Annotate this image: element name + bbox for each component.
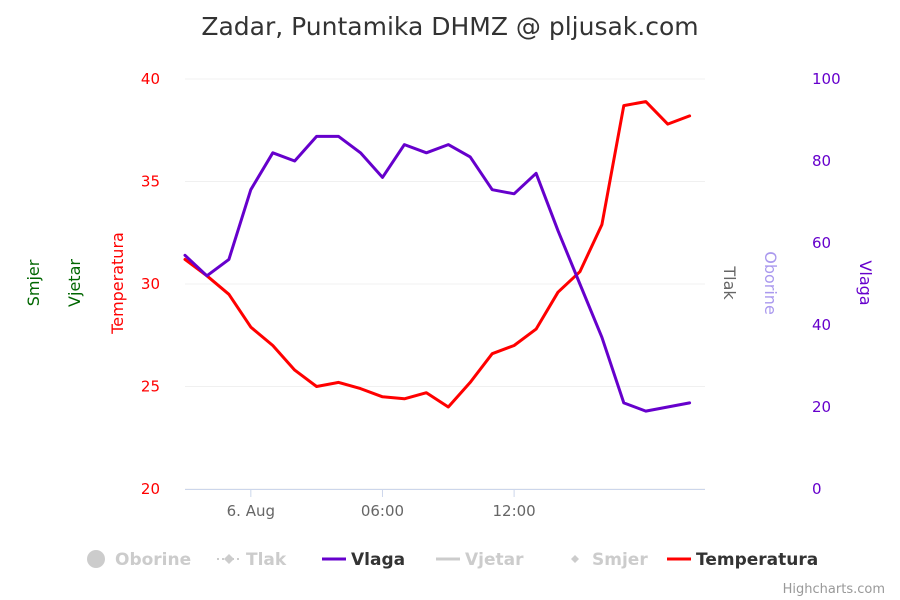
tlak-axis-title: Tlak: [720, 265, 739, 300]
temperatura-axis-title: Temperatura: [108, 232, 127, 335]
axes: 20 25 30 35 40 0 20 40 60 80 100 6. Aug 06:00 12:00: [141, 70, 841, 520]
left-tick-label: 35: [141, 173, 160, 191]
vlaga-axis-title: Vlaga: [856, 260, 875, 305]
x-tick-label: 6. Aug: [227, 502, 275, 520]
right-tick-label: 100: [812, 70, 841, 88]
series-line-temperatura[interactable]: [183, 100, 692, 409]
legend-item-temperatura[interactable]: Temperatura: [667, 550, 818, 570]
left-tick-label: 30: [141, 275, 160, 293]
x-tick-label: 12:00: [492, 502, 535, 520]
left-tick-label: 40: [141, 70, 160, 88]
left-tick-label: 25: [141, 378, 160, 396]
legend-label: Temperatura: [696, 550, 818, 570]
legend-item-vlaga[interactable]: Vlaga: [322, 550, 405, 570]
left-tick-label: 20: [141, 480, 160, 498]
legend-symbol-diamond: [571, 555, 579, 563]
legend: Oborine Tlak Vlaga Vjetar Smjer Temperatura: [87, 550, 818, 570]
right-tick-label: 80: [812, 152, 831, 170]
legend-label: Smjer: [592, 550, 648, 570]
x-tick-label: 06:00: [361, 502, 404, 520]
legend-item-tlak[interactable]: Tlak: [217, 550, 287, 570]
legend-symbol-circle: [87, 550, 105, 568]
legend-label: Vjetar: [465, 550, 524, 570]
legend-item-vjetar[interactable]: Vjetar: [436, 550, 524, 570]
series: [183, 100, 692, 413]
legend-label: Tlak: [246, 550, 287, 570]
chart-title: Zadar, Puntamika DHMZ @ pljusak.com: [201, 12, 698, 41]
legend-label: Oborine: [115, 550, 191, 570]
right-tick-label: 40: [812, 316, 831, 334]
series-line-vlaga[interactable]: [183, 134, 692, 413]
legend-item-smjer[interactable]: Smjer: [571, 550, 648, 570]
legend-label: Vlaga: [351, 550, 405, 570]
axis-titles: Smjer Vjetar Temperatura Tlak Oborine Vl…: [24, 232, 875, 335]
smjer-axis-title: Smjer: [24, 259, 43, 306]
right-tick-label: 20: [812, 398, 831, 416]
oborine-axis-title: Oborine: [761, 251, 780, 315]
right-tick-label: 60: [812, 234, 831, 252]
right-tick-label: 0: [812, 480, 822, 498]
legend-item-oborine[interactable]: Oborine: [87, 550, 191, 570]
legend-symbol-diamond: [224, 554, 234, 564]
credits-link[interactable]: Highcharts.com: [783, 582, 885, 597]
vjetar-axis-title: Vjetar: [65, 259, 84, 307]
